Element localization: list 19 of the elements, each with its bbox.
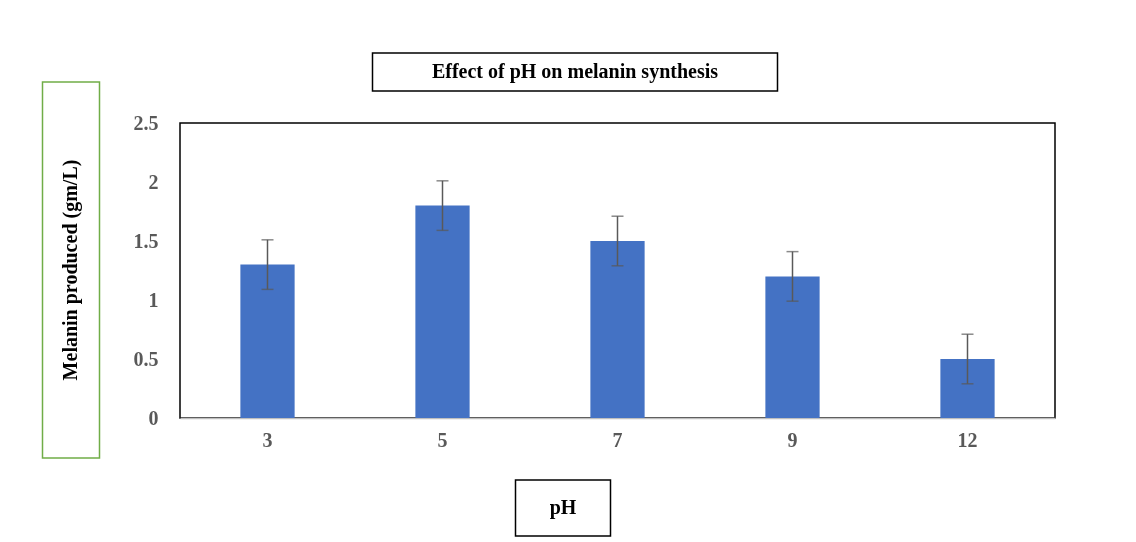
y-tick-label: 1: [148, 288, 159, 311]
x-tick-label: 3: [262, 428, 273, 451]
x-tick-label: 12: [957, 428, 978, 451]
x-axis-title: pH: [549, 496, 577, 519]
y-tick-label: 1.5: [133, 229, 159, 252]
y-tick-label: 0: [148, 406, 159, 429]
x-tick-label: 7: [612, 428, 623, 451]
x-tick-label: 5: [437, 428, 448, 451]
y-axis-title: Melanin produced (gm/L): [59, 159, 82, 381]
bar: [765, 276, 820, 418]
y-tick-label: 2: [148, 170, 159, 193]
y-tick-label: 2.5: [133, 111, 159, 134]
bar: [590, 241, 645, 418]
bar: [240, 264, 295, 418]
bar: [940, 359, 995, 418]
x-tick-label: 9: [787, 428, 798, 451]
y-tick-label: 0.5: [133, 347, 159, 370]
chart-title: Effect of pH on melanin synthesis: [431, 60, 719, 83]
bar: [415, 205, 470, 418]
